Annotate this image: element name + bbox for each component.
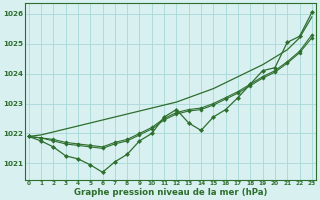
X-axis label: Graphe pression niveau de la mer (hPa): Graphe pression niveau de la mer (hPa)	[74, 188, 267, 197]
